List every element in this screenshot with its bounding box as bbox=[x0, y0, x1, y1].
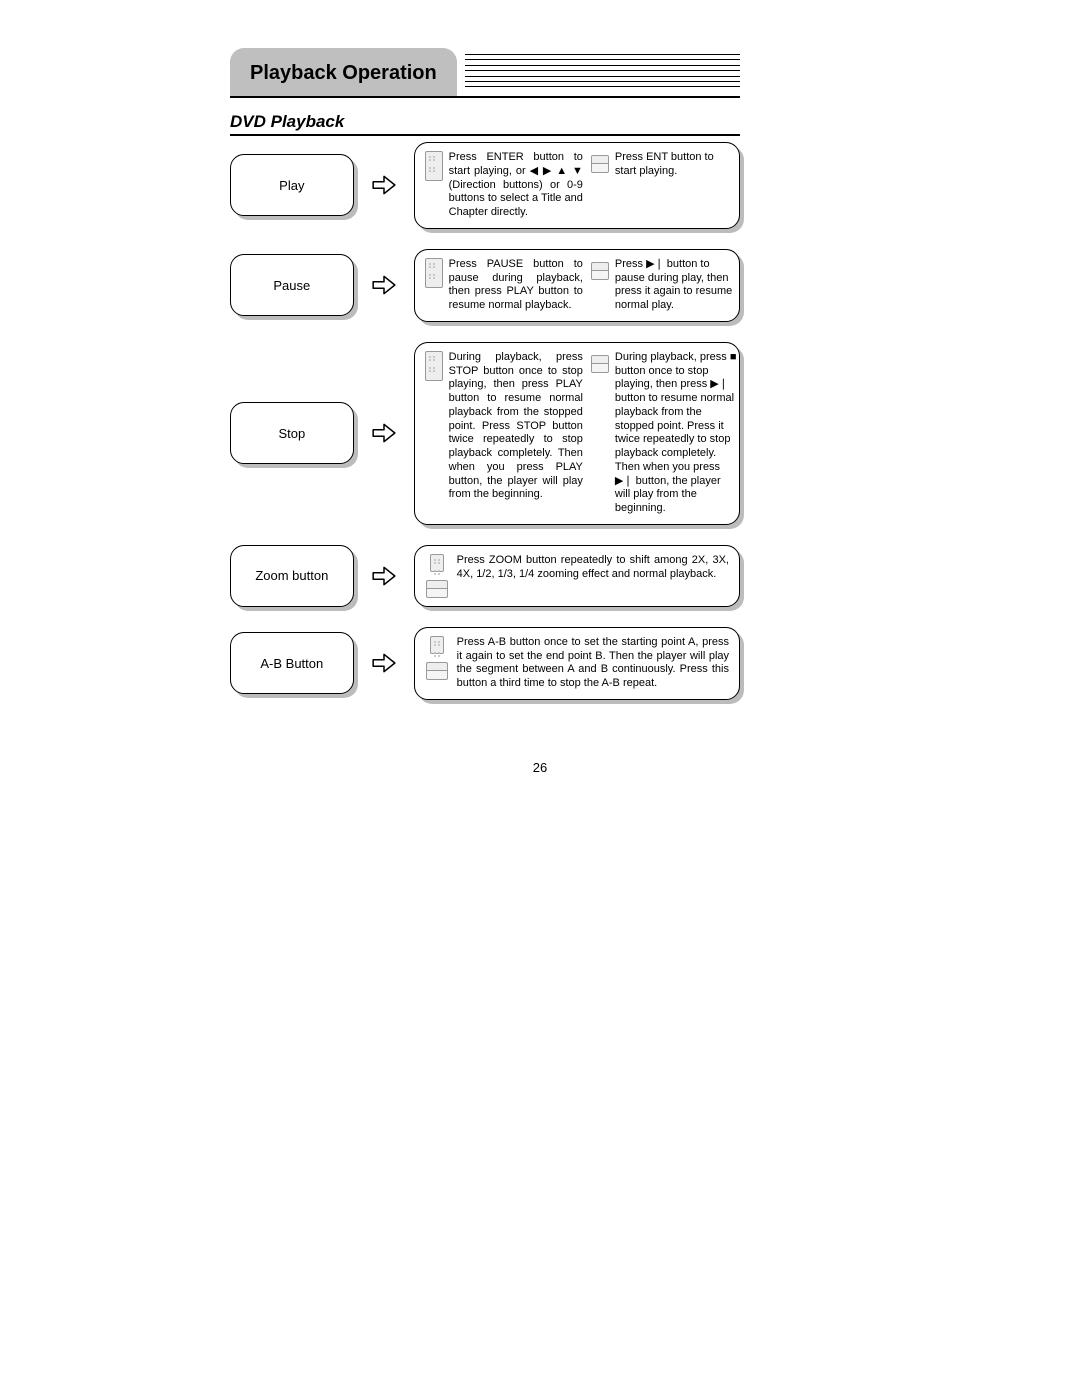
arrow bbox=[364, 272, 404, 298]
instruction-row: Play Press ENTER button to start playing… bbox=[230, 142, 740, 229]
label-text: Pause bbox=[230, 254, 354, 316]
description-remote: Press ENTER button to start playing, or … bbox=[449, 151, 583, 220]
manual-page: Playback Operation DVD Playback Play Pre… bbox=[0, 0, 1080, 1397]
arrow-right-icon bbox=[371, 172, 397, 198]
remote-icon bbox=[425, 258, 443, 288]
arrow bbox=[364, 650, 404, 676]
arrow bbox=[364, 420, 404, 446]
description-player: During playback, press ■ button once to … bbox=[615, 351, 737, 516]
arrow-right-icon bbox=[371, 420, 397, 446]
device-icons bbox=[425, 554, 449, 598]
arrow-right-icon bbox=[371, 272, 397, 298]
header-title: Playback Operation bbox=[250, 62, 437, 85]
arrow bbox=[364, 563, 404, 589]
player-icon bbox=[591, 155, 609, 173]
arrow-right-icon bbox=[371, 650, 397, 676]
page-header: Playback Operation bbox=[230, 48, 740, 98]
remote-icon bbox=[430, 554, 444, 572]
header-tab: Playback Operation bbox=[230, 48, 457, 98]
instruction-row: A-B Button Press A-B button once to set … bbox=[230, 627, 740, 700]
arrow-right-icon bbox=[371, 563, 397, 589]
description-box: Press ENTER button to start playing, or … bbox=[414, 142, 740, 229]
player-icon bbox=[591, 355, 609, 373]
label-box: Zoom button bbox=[230, 545, 354, 607]
description-box: Press ZOOM button repeatedly to shift am… bbox=[414, 545, 740, 607]
label-text: Zoom button bbox=[230, 545, 354, 607]
player-icon bbox=[426, 662, 448, 680]
label-box: A-B Button bbox=[230, 632, 354, 694]
label-text: Play bbox=[230, 154, 354, 216]
description-text: Press ZOOM button repeatedly to shift am… bbox=[457, 554, 729, 582]
label-box: Play bbox=[230, 154, 354, 216]
description-player: Press ▶❘ button to pause during play, th… bbox=[615, 258, 737, 313]
label-box: Pause bbox=[230, 254, 354, 316]
description-box: Press PAUSE button to pause during playb… bbox=[414, 249, 740, 322]
description-remote: Press PAUSE button to pause during playb… bbox=[449, 258, 583, 313]
description-text: Press A-B button once to set the startin… bbox=[457, 636, 729, 691]
label-text: A-B Button bbox=[230, 632, 354, 694]
player-icon bbox=[426, 580, 448, 598]
device-icons bbox=[425, 636, 449, 680]
page-number: 26 bbox=[0, 760, 1080, 775]
remote-icon bbox=[425, 151, 443, 181]
header-rule-lines bbox=[465, 54, 740, 92]
label-text: Stop bbox=[230, 402, 354, 464]
section-heading-text: DVD Playback bbox=[230, 112, 344, 131]
player-icon bbox=[591, 262, 609, 280]
remote-icon bbox=[425, 351, 443, 381]
description-box: During playback, press STOP button once … bbox=[414, 342, 740, 525]
description-player: Press ENT button to start playing. bbox=[615, 151, 737, 220]
label-box: Stop bbox=[230, 402, 354, 464]
header-underline bbox=[230, 96, 740, 98]
arrow bbox=[364, 172, 404, 198]
remote-icon bbox=[430, 636, 444, 654]
instruction-row: Zoom button Press ZOOM button repeatedly… bbox=[230, 545, 740, 607]
section-heading: DVD Playback bbox=[230, 112, 740, 136]
instruction-rows: Play Press ENTER button to start playing… bbox=[230, 142, 740, 720]
description-remote: During playback, press STOP button once … bbox=[449, 351, 583, 516]
description-box: Press A-B button once to set the startin… bbox=[414, 627, 740, 700]
instruction-row: Pause Press PAUSE button to pause during… bbox=[230, 249, 740, 322]
instruction-row: Stop During playback, press STOP button … bbox=[230, 342, 740, 525]
